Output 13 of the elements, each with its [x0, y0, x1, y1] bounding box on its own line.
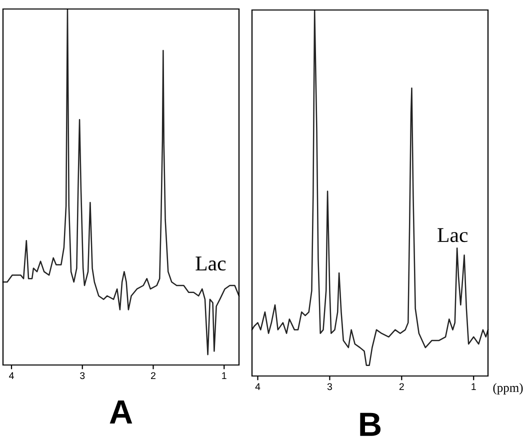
text: B [360, 412, 381, 436]
x-tick-label: 2 [399, 383, 404, 390]
annotation: Lac [196, 256, 226, 271]
x-tick-label: 1 [222, 372, 226, 379]
x-axis-title: (ppm) [493, 383, 523, 394]
x-tick-label: 1 [472, 383, 476, 390]
x-tick-label: 4 [255, 383, 260, 390]
x-tick-label: 4 [9, 372, 14, 379]
x-tick-label: 2 [151, 372, 156, 379]
annotation: Lac [438, 228, 468, 242]
x-tick-label: 3 [327, 383, 332, 390]
text: A [110, 400, 132, 424]
x-tick-label: 3 [80, 372, 85, 380]
